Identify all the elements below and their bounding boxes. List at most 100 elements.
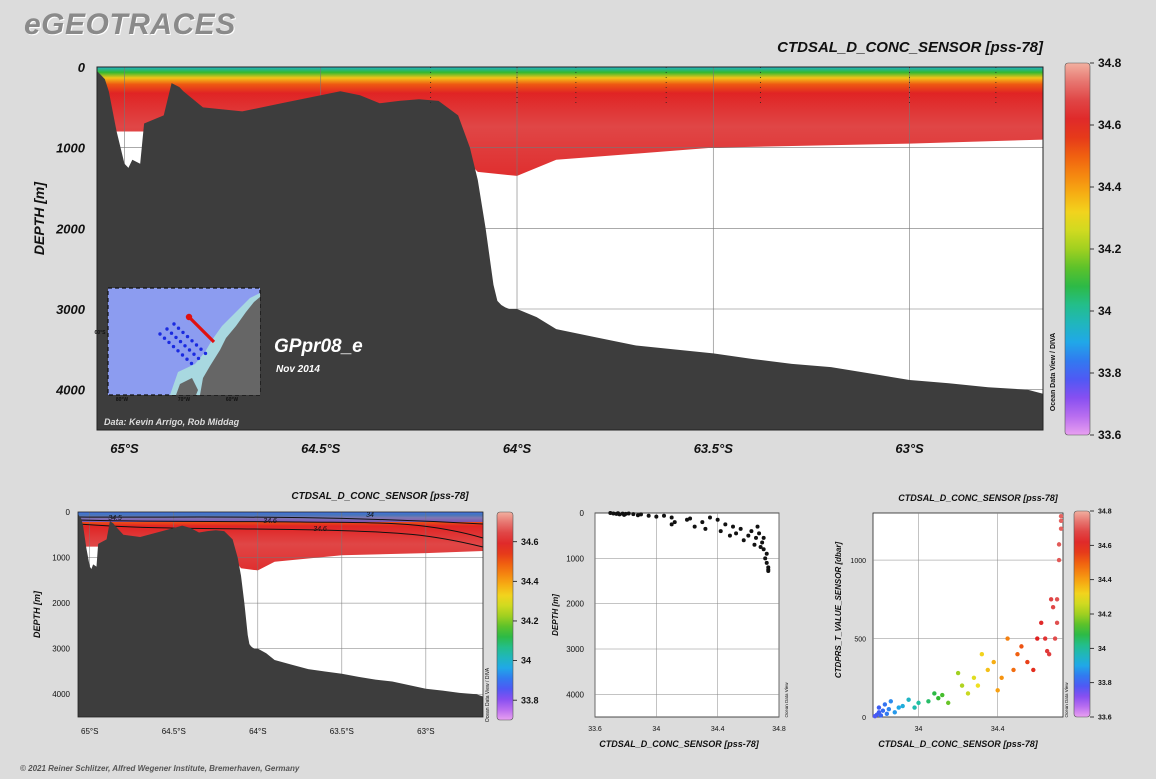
scatter1-y-tick-label: 3000 xyxy=(566,645,584,654)
scatter2-y-tick-label: 500 xyxy=(854,637,866,644)
depth-salinity-scatter xyxy=(594,511,780,718)
main-colorbar-tick-label: 34.6 xyxy=(1098,118,1122,132)
small-plot-title: CTDSAL_D_CONC_SENSOR [pss-78] xyxy=(291,491,469,502)
inset-station-dot xyxy=(176,326,181,330)
data-credit-label: Data: Kevin Arrigo, Rob Middag xyxy=(104,417,240,427)
scatter1-point xyxy=(731,524,735,529)
inset-section-start xyxy=(185,313,193,321)
scatter1-point xyxy=(755,524,760,529)
main-colorbar-tick-label: 34 xyxy=(1098,304,1112,318)
inset-station-dot xyxy=(190,339,194,343)
scatter1-y-tick-label: 1000 xyxy=(566,554,584,563)
scatter1-point xyxy=(754,535,758,540)
scatter1-point xyxy=(688,516,693,521)
main-x-tick-label: 64°S xyxy=(503,441,532,456)
scatter2-point xyxy=(896,705,901,710)
scatter2-point xyxy=(959,683,965,688)
main-colorbar-tick-label: 33.6 xyxy=(1098,428,1122,442)
scatter2-colorbar-tick-label: 34 xyxy=(1098,646,1106,653)
inset-lon-label: 60°W xyxy=(226,397,239,403)
scatter2-colorbar: 33.6 33.8 34 34.2 34.4 34.6 34.8 xyxy=(1073,508,1112,721)
scatter2-point xyxy=(1058,513,1064,519)
scatter2-point xyxy=(940,692,945,698)
scatter2-point xyxy=(1025,659,1030,665)
scatter1-x-axis-label: CTDSAL_D_CONC_SENSOR [pss-78] xyxy=(599,739,760,749)
scatter2-point xyxy=(975,683,981,688)
scatter1-point xyxy=(626,511,631,516)
small-y-tick-label: 1000 xyxy=(52,554,70,563)
scatter1-point xyxy=(764,551,769,556)
scatter1-point xyxy=(672,520,677,525)
inset-station-dot xyxy=(199,347,203,351)
inset-station-dot xyxy=(180,353,185,357)
inset-station-dot xyxy=(183,344,187,348)
inset-station-dot xyxy=(171,344,176,349)
scatter2-title: CTDSAL_D_CONC_SENSOR [pss-78] xyxy=(898,493,1059,503)
scatter2-point xyxy=(985,667,990,673)
small-colorbar-credit: Ocean Data View / DIVA xyxy=(485,667,491,722)
scatter1-point xyxy=(631,512,636,517)
scatter1-point xyxy=(734,531,739,536)
scatter1-point xyxy=(611,511,616,516)
scatter1-point xyxy=(646,513,651,518)
small-y-tick-label: 0 xyxy=(66,508,71,517)
main-y-axis-label: DEPTH [m] xyxy=(31,181,47,255)
scatter1-x-tick-label: 34.8 xyxy=(772,726,786,733)
scatter2-point xyxy=(1054,620,1060,626)
small-x-tick-label: 63°S xyxy=(417,727,434,736)
scatter1-point xyxy=(718,529,723,534)
scatter1-point xyxy=(741,538,746,543)
scatter2-point xyxy=(999,675,1004,680)
scatter1-y-tick-label: 2000 xyxy=(566,600,584,609)
small-x-tick-label: 63.5°S xyxy=(330,727,354,736)
scatter1-y-tick-label: 4000 xyxy=(566,690,584,699)
scatter2-point xyxy=(882,702,888,707)
scatter2-colorbar-tick-label: 34.6 xyxy=(1098,543,1112,550)
inset-station-dot xyxy=(174,335,178,340)
scatter1-point xyxy=(764,560,769,565)
scatter2-y-axis-label: CTDPRS_T_VALUE_SENSOR [dbar] xyxy=(834,542,843,679)
scatter1-point xyxy=(617,512,622,517)
scatter1-point xyxy=(662,513,666,518)
inset-station-dot xyxy=(165,327,169,331)
inset-section-line xyxy=(187,315,216,344)
scatter2-x-tick-label: 34.4 xyxy=(991,726,1005,733)
inset-station-dot xyxy=(178,339,183,344)
scatter1-point xyxy=(760,540,765,545)
scatter1-point xyxy=(758,545,763,549)
scatter2-colorbar-tick-label: 33.6 xyxy=(1098,714,1112,721)
main-colorbar-tick-label: 33.8 xyxy=(1098,366,1122,380)
scatter1-point xyxy=(761,547,766,552)
seafloor-topography xyxy=(97,71,1043,431)
scatter1-x-tick-label: 34 xyxy=(652,726,660,733)
scatter2-colorbar-tick-label: 33.8 xyxy=(1098,680,1112,687)
scatter2-point xyxy=(886,706,892,712)
main-y-tick-label: 1000 xyxy=(56,141,86,156)
small-section-plot: 34.534.634.534.634 xyxy=(77,511,484,718)
small-y-tick-label: 3000 xyxy=(52,645,70,654)
scatter1-x-tick-label: 33.6 xyxy=(588,726,602,733)
scatter2-point xyxy=(1048,597,1054,602)
scatter2-point xyxy=(1056,557,1062,563)
inset-station-dot xyxy=(181,330,185,335)
scatter2-point xyxy=(936,695,941,701)
contour-label: 34.5 xyxy=(108,515,122,522)
main-x-tick-label: 64.5°S xyxy=(301,441,341,456)
scatter1-point xyxy=(727,533,732,538)
brand-title: eGEOTRACES xyxy=(24,8,236,41)
scatter1-point xyxy=(752,542,757,547)
inset-station-dot xyxy=(192,352,196,356)
small-y-tick-label: 4000 xyxy=(52,690,70,699)
scatter1-point xyxy=(669,515,674,520)
scatter2-point xyxy=(1031,667,1036,673)
scatter2-point xyxy=(1044,648,1050,654)
scatter2-point xyxy=(876,710,882,715)
inset-station-dot xyxy=(203,351,208,356)
scatter1-point xyxy=(692,524,697,529)
main-y-tick-label: 3000 xyxy=(56,302,86,317)
scatter2-point xyxy=(932,691,937,696)
small-colorbar-tick-label: 34.6 xyxy=(521,537,539,547)
scatter2-point xyxy=(1046,652,1052,657)
scatter2-y-tick-label: 1000 xyxy=(850,558,866,565)
copyright-footer: © 2021 Reiner Schlitzer, Alfred Wegener … xyxy=(20,764,300,773)
